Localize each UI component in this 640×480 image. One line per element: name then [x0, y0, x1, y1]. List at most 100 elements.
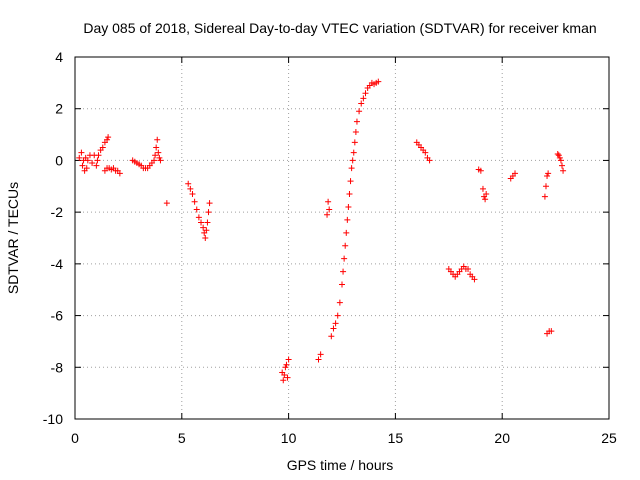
data-point [542, 183, 549, 190]
data-point [152, 152, 159, 159]
data-point [353, 118, 360, 125]
data-points [76, 78, 567, 384]
data-point [281, 372, 288, 379]
data-point [344, 216, 351, 223]
x-tick-label: 5 [178, 430, 186, 446]
y-tick-label: 2 [55, 101, 63, 117]
data-point [105, 134, 112, 141]
data-point [358, 100, 365, 107]
data-point [326, 206, 333, 213]
data-point [185, 180, 192, 187]
data-point [343, 229, 350, 236]
data-point [193, 206, 200, 213]
data-point [559, 162, 566, 169]
data-point [328, 333, 335, 340]
data-point [156, 154, 163, 161]
data-point [477, 167, 484, 174]
y-tick-label: -4 [51, 256, 64, 272]
data-point [93, 162, 100, 169]
data-point [204, 219, 211, 226]
data-point [153, 144, 160, 151]
data-point [362, 90, 369, 97]
data-point [89, 160, 96, 167]
y-tick-label: -6 [51, 308, 64, 324]
data-point [545, 170, 552, 177]
data-point [324, 211, 331, 218]
data-point [336, 299, 343, 306]
data-point [95, 152, 102, 159]
data-point [555, 152, 562, 159]
data-point [332, 320, 339, 327]
data-point [155, 149, 162, 156]
data-point [163, 200, 170, 207]
data-point [282, 364, 289, 371]
axis-ticks: 0 5 10 15 20 25 -10 -8 -6 -4 -2 0 2 4 [43, 49, 617, 446]
data-point [348, 165, 355, 172]
data-point [334, 312, 341, 319]
data-point [479, 185, 486, 192]
data-point [205, 209, 212, 216]
data-point [151, 157, 158, 164]
data-point [512, 170, 519, 177]
y-axis-label: SDTVAR / TECUs [5, 182, 21, 294]
data-point [76, 154, 83, 161]
data-point [200, 224, 207, 231]
data-point [352, 128, 359, 135]
y-tick-label: 0 [55, 152, 63, 168]
data-point [202, 235, 209, 241]
data-point [422, 149, 429, 156]
data-point [465, 266, 472, 273]
data-point [346, 191, 353, 198]
data-point [360, 95, 367, 102]
data-point [347, 178, 354, 185]
data-point [104, 136, 111, 143]
data-point [349, 157, 356, 164]
x-tick-label: 15 [388, 430, 404, 446]
y-tick-label: -10 [43, 411, 63, 427]
data-point [541, 193, 548, 200]
plot-frame [74, 56, 610, 420]
data-point [471, 276, 478, 283]
data-point [325, 198, 332, 205]
data-point [548, 328, 555, 335]
chart-title: Day 085 of 2018, Sidereal Day-to-day VTE… [83, 20, 596, 36]
grid [75, 57, 609, 419]
y-tick-label: -2 [51, 204, 64, 220]
x-tick-label: 10 [281, 430, 297, 446]
x-axis-label: GPS time / hours [287, 457, 394, 473]
data-point [554, 150, 561, 157]
data-point [340, 268, 347, 275]
data-point [280, 377, 287, 384]
data-point [195, 214, 202, 221]
data-point [116, 170, 123, 177]
data-point [84, 157, 91, 164]
data-point [482, 196, 489, 203]
data-point [341, 255, 348, 262]
data-point [560, 167, 567, 174]
data-point [83, 165, 90, 172]
data-point [345, 203, 352, 210]
data-point [285, 356, 292, 363]
data-point [284, 374, 291, 381]
x-tick-label: 25 [601, 430, 617, 446]
y-tick-label: -8 [51, 359, 64, 375]
data-point [317, 351, 324, 358]
data-point [189, 191, 196, 198]
data-point [426, 157, 433, 164]
data-point [375, 78, 382, 85]
data-point [191, 198, 198, 205]
data-point [157, 157, 164, 164]
data-point [94, 157, 101, 164]
data-point [198, 219, 205, 226]
data-point [556, 154, 563, 161]
x-tick-label: 0 [71, 430, 79, 446]
data-point [544, 172, 551, 179]
data-point [315, 356, 322, 363]
data-point [330, 325, 337, 332]
data-point [483, 191, 490, 198]
data-point [342, 242, 349, 249]
data-point [78, 149, 85, 156]
data-point [154, 136, 161, 143]
data-point [99, 144, 106, 151]
